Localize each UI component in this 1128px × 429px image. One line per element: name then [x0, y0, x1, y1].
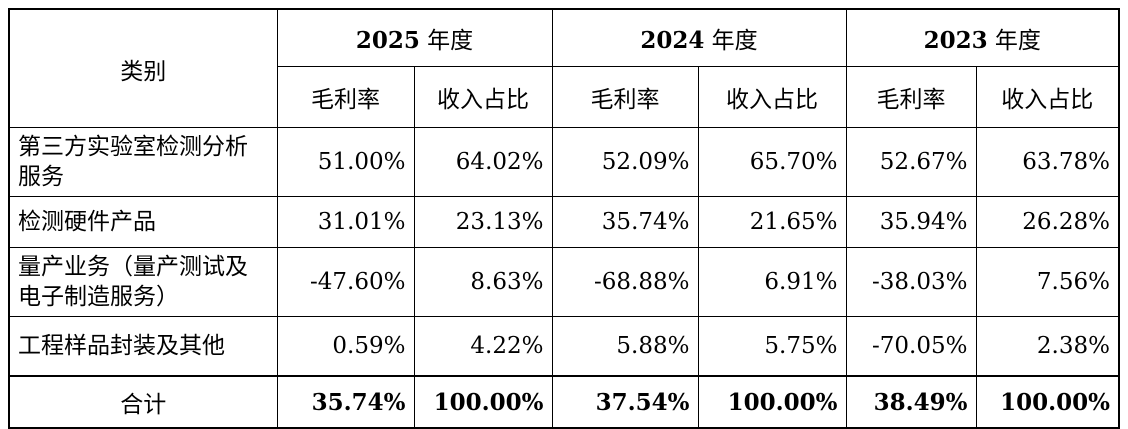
total-label: 合计 [8, 375, 278, 429]
cell-value: 23.13% [413, 196, 553, 248]
revenue-share-header: 收入占比 [975, 66, 1120, 128]
total-value: 35.74% [276, 375, 415, 429]
table-row: 工程样品封装及其他 0.59% 4.22% 5.88% 5.75% -70.05… [8, 316, 1120, 377]
cell-value: 64.02% [413, 127, 553, 197]
cell-value: -70.05% [845, 316, 977, 377]
table-row: 第三方实验室检测分析服务 51.00% 64.02% 52.09% 65.70%… [8, 127, 1120, 197]
cell-value: 35.74% [551, 196, 699, 248]
gross-margin-table: 类别 2025 年度 2024 年度 2023 年度 毛利率 收入占比 毛利率 … [8, 8, 1120, 429]
cell-value: 6.91% [697, 247, 847, 317]
cell-value: 52.09% [551, 127, 699, 197]
cell-value: 2.38% [975, 316, 1120, 377]
cell-value: 7.56% [975, 247, 1120, 317]
cell-value: 52.67% [845, 127, 977, 197]
cell-value: 5.75% [697, 316, 847, 377]
row-category: 第三方实验室检测分析服务 [8, 127, 278, 197]
cell-value: 21.65% [697, 196, 847, 248]
total-value: 38.49% [845, 375, 977, 429]
total-value: 37.54% [551, 375, 699, 429]
cell-value: 26.28% [975, 196, 1120, 248]
total-value: 100.00% [413, 375, 553, 429]
total-value: 100.00% [697, 375, 847, 429]
row-category: 检测硬件产品 [8, 196, 278, 248]
total-value: 100.00% [975, 375, 1120, 429]
category-header: 类别 [8, 8, 278, 128]
table-row: 量产业务（量产测试及电子制造服务） -47.60% 8.63% -68.88% … [8, 247, 1120, 317]
revenue-share-header: 收入占比 [413, 66, 553, 128]
table-row: 检测硬件产品 31.01% 23.13% 35.74% 21.65% 35.94… [8, 196, 1120, 248]
cell-value: 35.94% [845, 196, 977, 248]
revenue-share-header: 收入占比 [697, 66, 847, 128]
cell-value: 5.88% [551, 316, 699, 377]
cell-value: 31.01% [276, 196, 415, 248]
cell-value: -47.60% [276, 247, 415, 317]
gross-margin-header: 毛利率 [551, 66, 699, 128]
year-header-2025: 2025 年度 [276, 8, 553, 67]
gross-margin-header: 毛利率 [276, 66, 415, 128]
row-category: 量产业务（量产测试及电子制造服务） [8, 247, 278, 317]
cell-value: 51.00% [276, 127, 415, 197]
cell-value: 8.63% [413, 247, 553, 317]
cell-value: 63.78% [975, 127, 1120, 197]
row-category: 工程样品封装及其他 [8, 316, 278, 377]
cell-value: 0.59% [276, 316, 415, 377]
year-header-2024: 2024 年度 [551, 8, 847, 67]
year-header-2023: 2023 年度 [845, 8, 1120, 67]
total-row: 合计 35.74% 100.00% 37.54% 100.00% 38.49% … [8, 375, 1120, 429]
cell-value: 65.70% [697, 127, 847, 197]
cell-value: -38.03% [845, 247, 977, 317]
gross-margin-header: 毛利率 [845, 66, 977, 128]
cell-value: 4.22% [413, 316, 553, 377]
cell-value: -68.88% [551, 247, 699, 317]
